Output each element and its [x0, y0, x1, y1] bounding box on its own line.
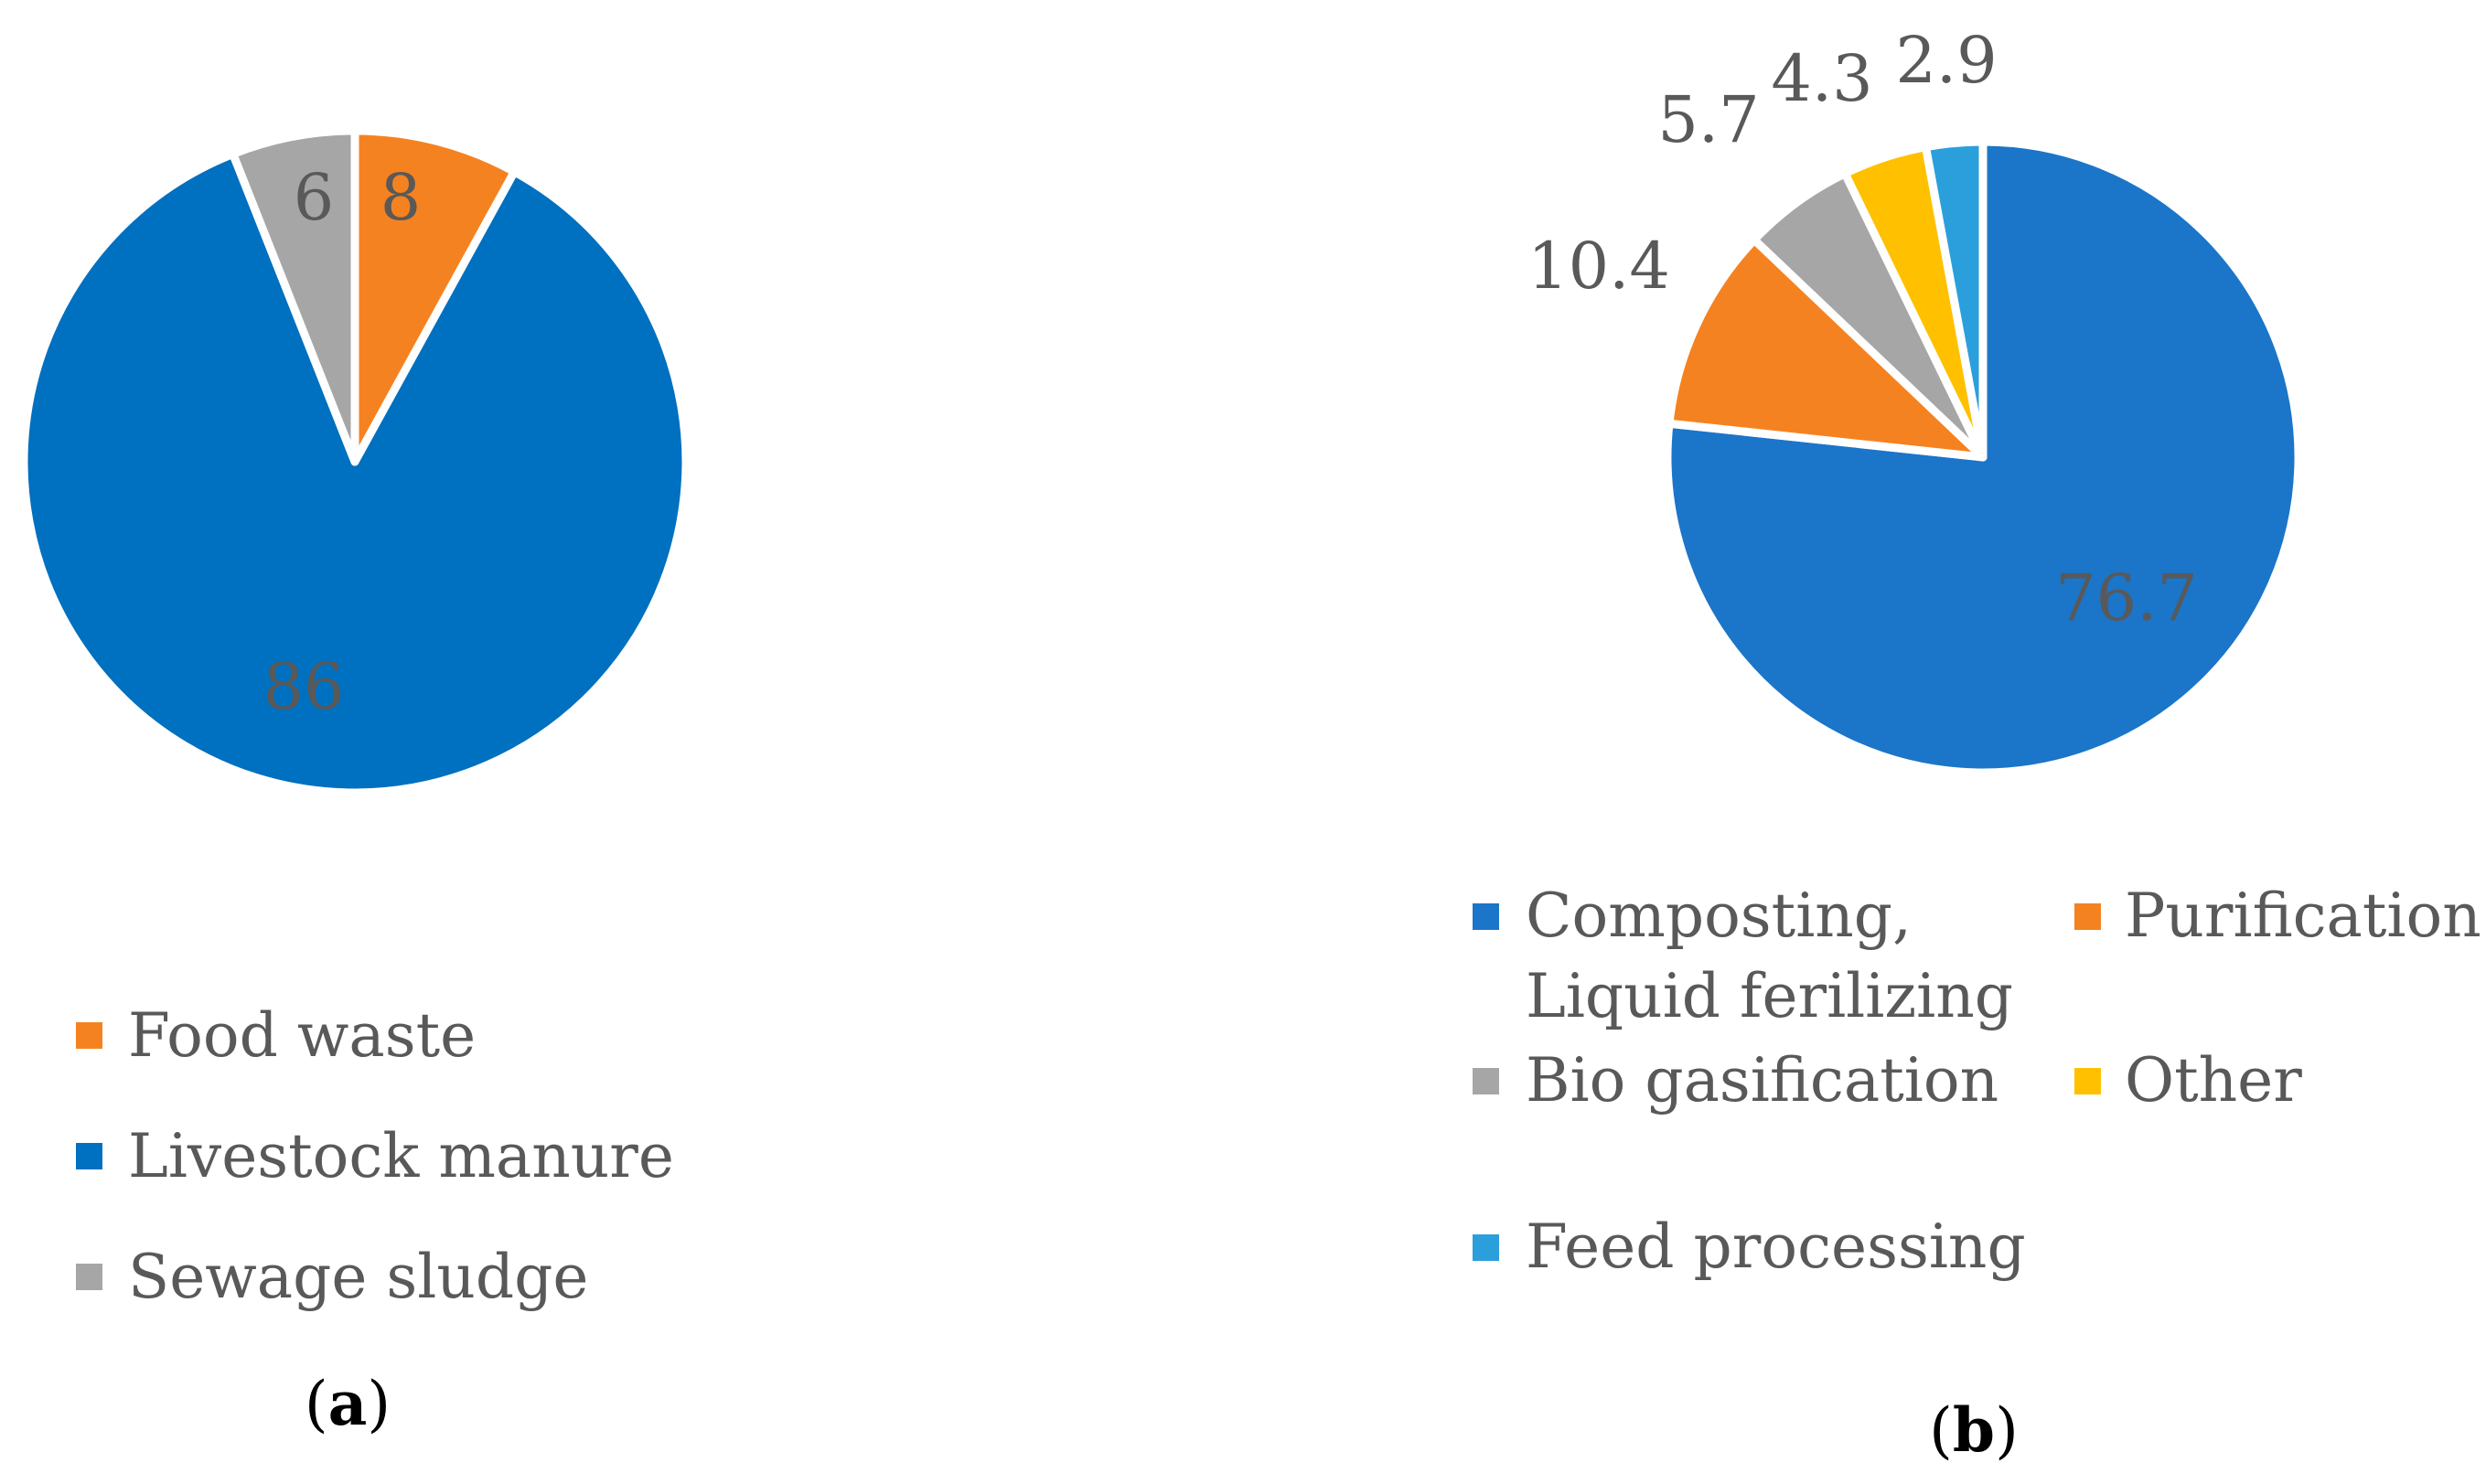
pie-b-label-composting: 76.7: [2055, 561, 2198, 635]
legend-label-livestock-manure: Livestock manure: [128, 1121, 674, 1191]
pie-b-slice-feed-processing: [1921, 137, 1988, 462]
legend-swatch-purification: [2074, 903, 2101, 930]
pie-chart-b: 76.7 10.4 5.7 4.3 2.9 Composting, Liquid…: [1473, 23, 2481, 1466]
pie-b-label-feed-processing: 2.9: [1895, 23, 1997, 98]
legend-swatch-other: [2074, 1068, 2101, 1094]
caption-a-open: (: [305, 1369, 328, 1439]
legend-item-sewage-sludge: Sewage sludge: [76, 1242, 588, 1312]
pie-a-label-food-waste: 8: [380, 160, 422, 235]
legend-label-other: Other: [2125, 1045, 2302, 1116]
pie-a-label-livestock-manure: 86: [263, 649, 344, 724]
caption-b-letter: b: [1953, 1394, 1995, 1466]
pie-a-slice-livestock-manure: [19, 149, 691, 797]
pie-chart-a: 8 86 6 Food waste Livestock manure Sewag…: [19, 126, 691, 1439]
legend-item-other: Other: [2074, 1045, 2302, 1116]
legend-label-feed-processing: Feed processing: [1526, 1212, 2026, 1282]
legend-swatch-bio-gasification: [1473, 1068, 1499, 1094]
legend-swatch-composting: [1473, 903, 1499, 930]
pie-a-slices: [19, 126, 691, 797]
pie-b-legend: Composting, Liquid ferilizing Purificati…: [1473, 881, 2481, 1282]
legend-item-livestock-manure: Livestock manure: [76, 1121, 674, 1191]
pie-b-label-bio-gasification: 5.7: [1657, 82, 1759, 157]
caption-a-close: ): [367, 1369, 391, 1439]
caption-a-letter: a: [328, 1368, 368, 1439]
legend-label-sewage-sludge: Sewage sludge: [128, 1242, 588, 1312]
pie-b-slices: [1663, 137, 2303, 777]
legend-item-food-waste: Food waste: [76, 1000, 476, 1071]
caption-b-close: ): [1995, 1395, 2019, 1466]
pie-b-slice-purification: [1665, 235, 1988, 462]
caption-a: (a): [305, 1368, 391, 1439]
pie-a-slice-sewage-sludge: [229, 126, 359, 466]
legend-label-bio-gasification: Bio gasification: [1526, 1045, 1998, 1116]
legend-label-food-waste: Food waste: [128, 1000, 476, 1071]
legend-item-bio-gasification: Bio gasification: [1473, 1045, 1998, 1116]
caption-b: (b): [1929, 1394, 2019, 1466]
legend-item-feed-processing: Feed processing: [1473, 1212, 2026, 1282]
pie-b-label-other: 4.3: [1771, 41, 1872, 116]
pie-a-slice-food-waste: [350, 126, 519, 466]
legend-item-composting: Composting, Liquid ferilizing: [1473, 881, 2013, 1031]
legend-item-purification: Purification: [2074, 881, 2481, 951]
pie-b-label-purification: 10.4: [1527, 229, 1670, 304]
caption-b-open: (: [1929, 1395, 1953, 1466]
pie-a-legend: Food waste Livestock manure Sewage sludg…: [76, 1000, 674, 1312]
legend-label-composting-line1: Composting,: [1526, 881, 1912, 951]
legend-swatch-sewage-sludge: [76, 1264, 102, 1290]
legend-swatch-livestock-manure: [76, 1143, 102, 1169]
legend-label-composting-line2: Liquid ferilizing: [1526, 961, 2013, 1031]
legend-label-purification: Purification: [2125, 881, 2481, 951]
legend-swatch-food-waste: [76, 1022, 102, 1049]
pie-a-label-sewage-sludge: 6: [294, 160, 335, 235]
legend-swatch-feed-processing: [1473, 1234, 1499, 1261]
